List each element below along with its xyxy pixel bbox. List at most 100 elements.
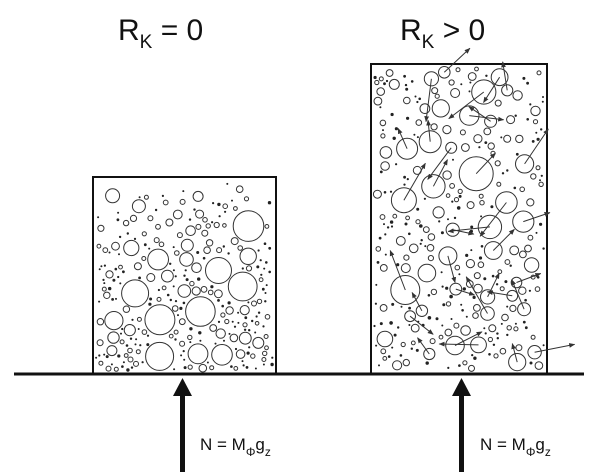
particle xyxy=(180,354,183,357)
particle xyxy=(441,324,444,327)
particle xyxy=(239,247,257,265)
particle xyxy=(127,356,134,363)
particle xyxy=(396,263,400,267)
velocity-arrow xyxy=(409,315,434,335)
particle xyxy=(184,269,187,272)
particle xyxy=(227,301,231,305)
particle xyxy=(422,226,430,234)
velocity-arrow xyxy=(511,279,525,310)
particle xyxy=(126,232,129,235)
particle xyxy=(427,316,432,320)
particle xyxy=(102,247,109,254)
particle xyxy=(118,264,123,270)
particle xyxy=(431,99,450,118)
particle xyxy=(238,331,252,345)
particle xyxy=(105,270,114,279)
particle xyxy=(506,325,512,331)
particle xyxy=(387,355,391,358)
particle xyxy=(144,304,176,336)
velocity-arrow xyxy=(511,343,518,363)
particle xyxy=(218,215,221,218)
particle xyxy=(461,143,470,152)
particle xyxy=(265,284,268,287)
particle xyxy=(497,269,503,275)
particle xyxy=(425,361,429,365)
velocity-arrow xyxy=(475,152,496,175)
velocity-arrow xyxy=(483,76,501,104)
particle xyxy=(448,79,455,86)
particle xyxy=(168,333,174,339)
particle xyxy=(227,252,230,255)
particle xyxy=(134,343,137,346)
particle xyxy=(442,303,446,307)
particle xyxy=(542,344,545,347)
particle xyxy=(456,206,461,210)
particle xyxy=(535,231,538,234)
particle xyxy=(122,219,130,227)
particle xyxy=(384,233,387,236)
particle xyxy=(122,270,125,274)
particle xyxy=(248,329,251,332)
particle xyxy=(176,232,183,239)
particle xyxy=(504,259,511,265)
particle xyxy=(519,186,526,193)
particle xyxy=(383,191,387,194)
particle xyxy=(408,306,411,310)
particle xyxy=(403,175,406,179)
particle xyxy=(529,103,532,106)
particle xyxy=(423,197,426,200)
particle xyxy=(416,207,420,211)
particle xyxy=(415,348,419,352)
particle xyxy=(189,280,195,287)
particle xyxy=(235,185,244,193)
particle xyxy=(233,325,237,328)
particle xyxy=(540,128,543,131)
particle xyxy=(450,88,461,98)
particle xyxy=(524,298,527,302)
particle xyxy=(206,361,209,364)
particle xyxy=(526,81,529,85)
particle xyxy=(506,333,509,337)
particle xyxy=(378,76,384,82)
particle xyxy=(172,209,183,220)
particle xyxy=(500,322,503,325)
particle xyxy=(385,69,394,77)
particle xyxy=(149,297,153,301)
particle xyxy=(169,298,172,302)
particle xyxy=(258,277,264,283)
particle xyxy=(535,165,541,171)
particle xyxy=(473,356,477,360)
particle xyxy=(117,354,121,358)
particle xyxy=(193,208,196,211)
particle xyxy=(488,324,497,333)
velocity-arrow xyxy=(411,291,423,312)
particle xyxy=(183,274,186,277)
particle xyxy=(374,79,380,86)
particle xyxy=(96,243,102,249)
particle xyxy=(271,356,274,359)
particle xyxy=(155,223,161,230)
particle xyxy=(122,361,125,364)
particle xyxy=(200,286,208,293)
particle xyxy=(454,264,461,271)
particle xyxy=(385,79,389,83)
particle xyxy=(376,261,380,264)
particle xyxy=(400,305,403,308)
velocity-arrow xyxy=(447,255,457,284)
particle xyxy=(478,146,481,149)
particle xyxy=(141,231,147,237)
particle xyxy=(384,253,387,256)
particle xyxy=(209,365,215,371)
velocity-arrow xyxy=(465,276,488,314)
particle xyxy=(536,276,540,279)
particle xyxy=(452,158,454,161)
particle xyxy=(265,261,268,264)
particle xyxy=(189,341,192,344)
particle xyxy=(405,215,411,221)
particle xyxy=(473,283,483,294)
particle xyxy=(243,196,250,202)
particle xyxy=(222,203,228,209)
particle xyxy=(106,345,118,357)
particle xyxy=(111,241,120,251)
particle xyxy=(536,70,542,76)
